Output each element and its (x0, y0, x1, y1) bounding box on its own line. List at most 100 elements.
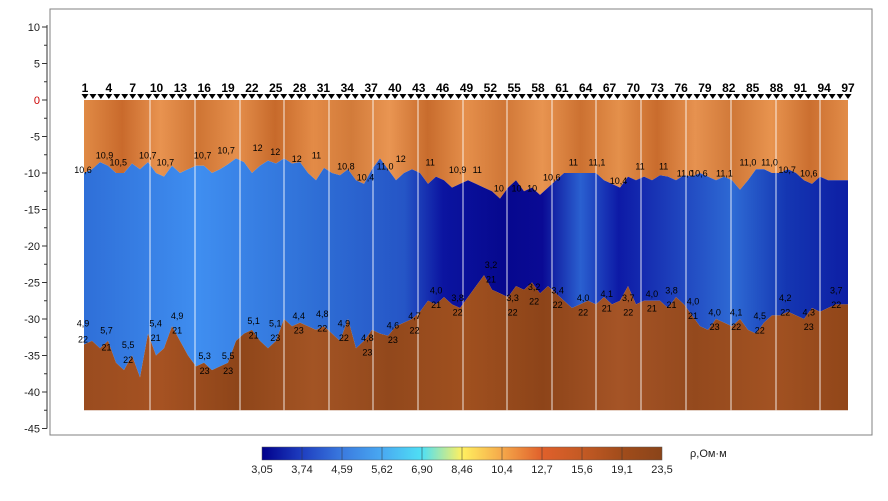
station-label: 49 (460, 81, 474, 95)
layer-value-label: 4,9 (338, 318, 351, 328)
station-marker (757, 94, 765, 99)
layer-value-label: 11 (569, 158, 578, 168)
layer-value-label: 11 (312, 150, 321, 160)
layer-value-label: 22 (78, 334, 88, 344)
station-label: 82 (722, 81, 736, 95)
station-marker (137, 94, 145, 99)
colorbar-tick-label: 8,46 (451, 464, 472, 476)
layer-value-label: 22 (731, 322, 741, 332)
middle-layer (84, 158, 848, 378)
station-marker (677, 94, 685, 99)
layer-value-label: 12 (396, 154, 406, 164)
layer-value-label: 11,0 (677, 169, 694, 179)
layer-value-label: 3,3 (506, 293, 519, 303)
y-tick-label: -25 (24, 278, 40, 290)
layer-value-label: 4,2 (779, 293, 792, 303)
layer-value-label: 21 (249, 331, 259, 341)
station-label: 13 (174, 81, 188, 95)
station-marker (534, 94, 542, 99)
layer-value-label: 22 (623, 307, 633, 317)
station-marker (741, 94, 749, 99)
station-marker (168, 94, 176, 99)
station-marker (621, 94, 629, 99)
layer-value-label: 23 (223, 366, 233, 376)
layer-value-label: 22 (780, 307, 790, 317)
y-tick-label: -15 (24, 205, 40, 217)
y-tick-label: -30 (24, 314, 40, 326)
y-tick-label: -45 (24, 424, 40, 436)
station-marker (653, 94, 661, 99)
layer-value-label: 4,9 (171, 311, 184, 321)
layer-value-label: 21 (666, 300, 676, 310)
upper-layer (84, 100, 848, 199)
station-marker (566, 94, 574, 99)
y-tick-label: -5 (30, 132, 40, 144)
layer-value-label: 12 (270, 147, 280, 157)
station-marker (319, 94, 327, 99)
station-marker (693, 94, 701, 99)
layer-value-label: 4,0 (430, 285, 443, 295)
station-marker (407, 94, 415, 99)
layer-value-label: 4,5 (753, 311, 766, 321)
station-marker (232, 94, 240, 99)
layer-value-label: 22 (553, 300, 563, 310)
y-tick-label: 0 (34, 95, 40, 107)
station-marker (598, 94, 606, 99)
station-label: 37 (364, 81, 378, 95)
lower-layer (84, 275, 848, 411)
layer-value-label: 11 (659, 161, 668, 171)
station-label: 19 (221, 81, 235, 95)
station-label: 34 (341, 81, 355, 95)
station-label: 40 (388, 81, 402, 95)
layer-value-label: 21 (151, 333, 161, 343)
station-marker (478, 94, 486, 99)
station-label: 55 (508, 81, 522, 95)
layer-value-label: 4,6 (387, 320, 400, 330)
station-label: 76 (674, 81, 688, 95)
layer-value-label: 4,0 (687, 296, 700, 306)
layer-value-label: 23 (388, 335, 398, 345)
station-marker (701, 94, 709, 99)
station-label: 85 (746, 81, 760, 95)
layer-value-label: 21 (688, 311, 698, 321)
layer-value-label: 10,9 (96, 150, 114, 160)
layer-value-label: 11,0 (740, 158, 757, 168)
station-marker (820, 94, 828, 99)
layer-value-label: 10,5 (110, 158, 128, 168)
station-marker (494, 94, 502, 99)
colorbar-unit-label: ρ,Ом·м (690, 448, 727, 460)
station-label: 31 (317, 81, 331, 95)
layer-value-label: 5,1 (269, 318, 282, 328)
layer-value-label: 11,0 (377, 161, 394, 171)
station-label: 22 (245, 81, 259, 95)
station-label: 70 (627, 81, 641, 95)
station-marker (367, 94, 375, 99)
colorbar-tick-label: 4,59 (331, 464, 352, 476)
station-marker (89, 94, 97, 99)
layer-value-label: 5,7 (100, 326, 113, 336)
layer-value-label: 23 (270, 333, 280, 343)
station-marker (780, 94, 788, 99)
layer-value-label: 4,0 (577, 293, 590, 303)
colorbar-tick-label: 23,5 (651, 464, 672, 476)
layer-value-label: 22 (508, 307, 518, 317)
station-label: 88 (770, 81, 784, 95)
colorbar-tick-label: 10,4 (491, 464, 512, 476)
layer-value-label: 11 (426, 158, 435, 168)
station-marker (280, 94, 288, 99)
station-label: 7 (129, 81, 136, 95)
station-marker (256, 94, 264, 99)
colorbar-tick-label: 15,6 (571, 464, 592, 476)
station-marker (796, 94, 804, 99)
layer-value-label: 4,4 (293, 311, 306, 321)
colorbar-tick-label: 6,90 (411, 464, 432, 476)
layer-value-label: 12 (253, 143, 263, 153)
station-marker (296, 94, 304, 99)
layer-value-label: 4,7 (408, 311, 421, 321)
layer-value-label: 10 (494, 183, 504, 193)
station-marker (828, 94, 836, 99)
layer-value-label: 3,7 (622, 293, 635, 303)
station-marker (733, 94, 741, 99)
station-marker (81, 94, 89, 99)
station-marker (582, 94, 590, 99)
